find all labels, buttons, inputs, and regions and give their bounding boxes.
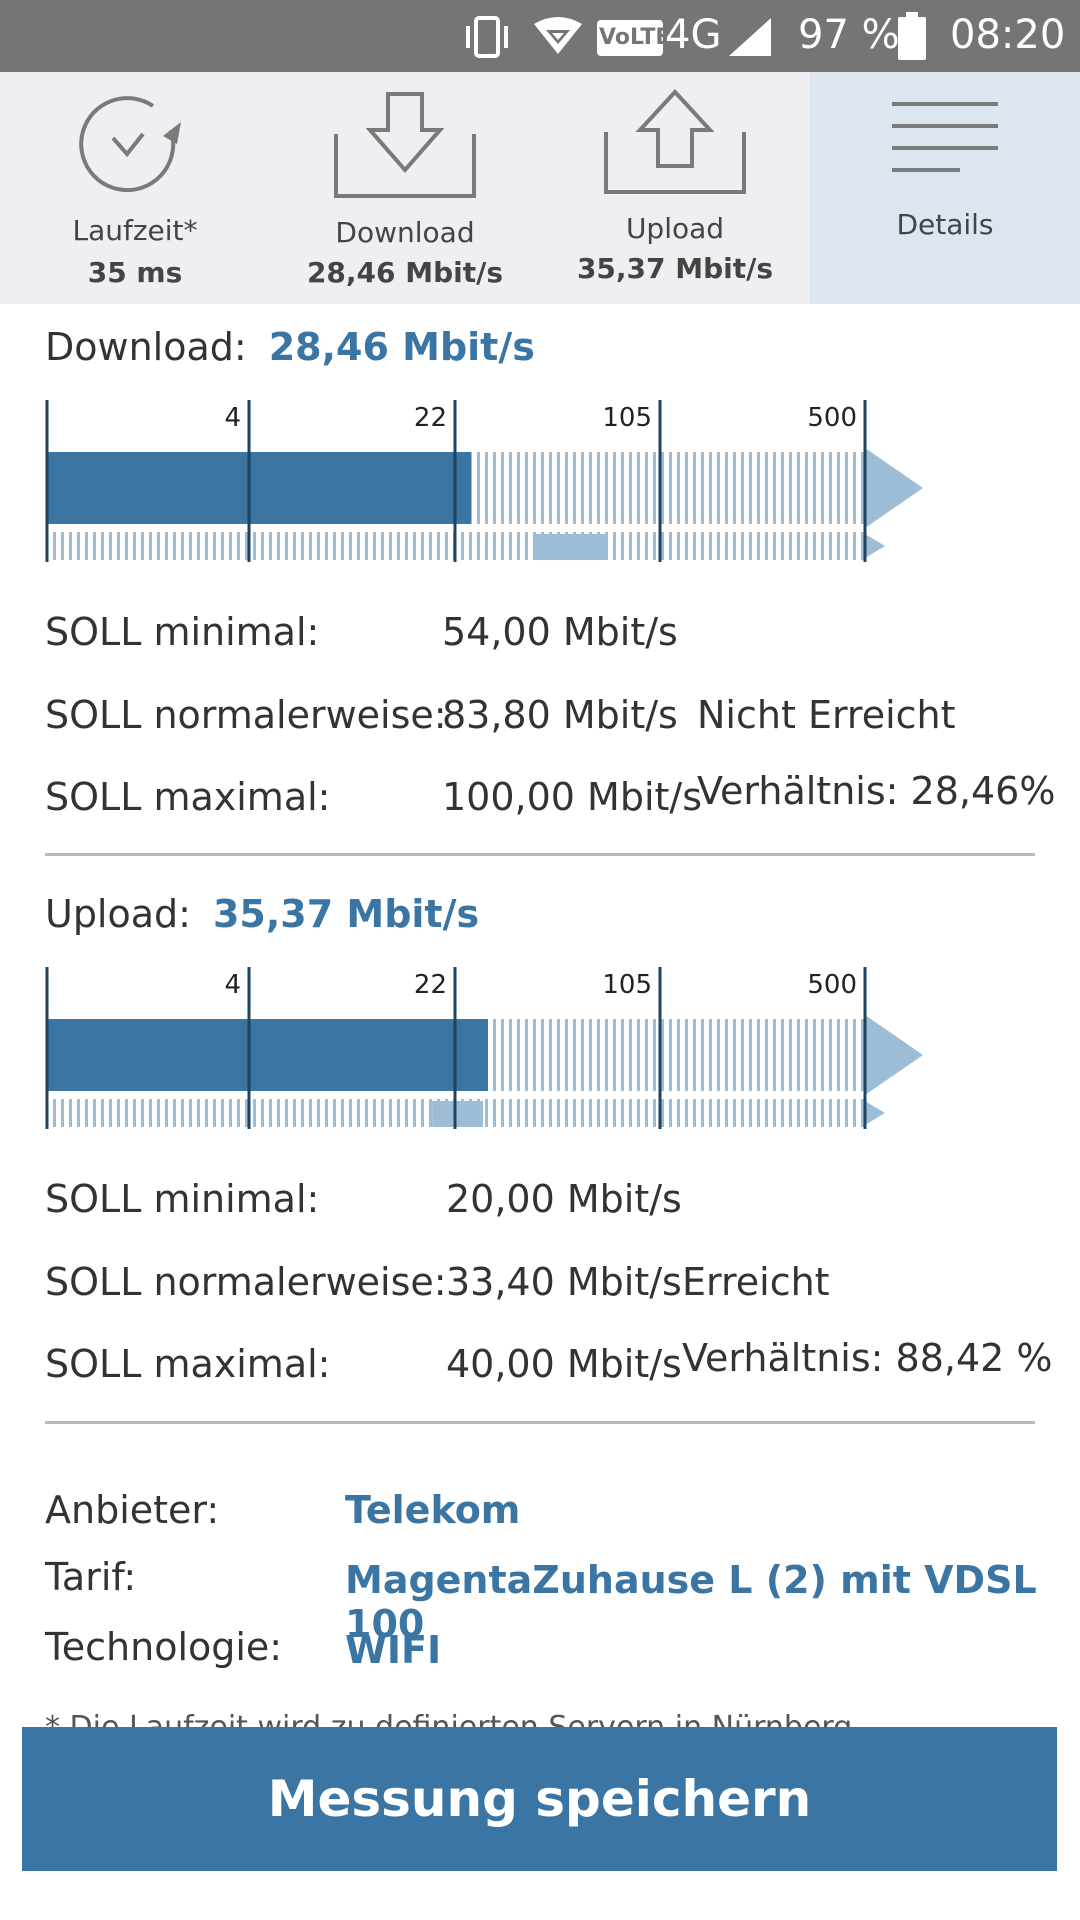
technology-label: Technologie:	[45, 1625, 283, 1669]
upload-heading-label: Upload:	[45, 892, 191, 936]
tab-upload[interactable]: Upload 35,37 Mbit/s	[540, 72, 810, 304]
tab-laufzeit-value: 35 ms	[87, 256, 183, 289]
soll-label: SOLL maximal:	[45, 775, 331, 819]
soll-label: SOLL normalerweise:	[45, 1260, 447, 1304]
soll-label: SOLL minimal:	[45, 610, 320, 654]
gauge-measured-bar	[47, 1019, 489, 1091]
vibrate-icon	[466, 16, 508, 58]
gauge-soll-range	[432, 1101, 484, 1127]
gauge-tick-label: 500	[807, 970, 857, 1000]
soll-status: Nicht Erreicht	[697, 693, 956, 737]
soll-ratio: Verhältnis: 28,46%	[697, 769, 1056, 813]
tab-upload-value: 35,37 Mbit/s	[576, 252, 774, 285]
stopwatch-icon	[79, 96, 181, 193]
save-measurement-button[interactable]: Messung speichern	[22, 1727, 1057, 1871]
tab-upload-label: Upload	[625, 212, 725, 245]
download-heading-value: 28,46 Mbit/s	[268, 325, 535, 369]
tab-laufzeit[interactable]: Laufzeit* 35 ms	[0, 72, 270, 304]
soll-value: 20,00 Mbit/s	[446, 1177, 682, 1221]
gauge-reference-arrow	[865, 534, 885, 558]
tab-details-label: Details	[896, 208, 994, 241]
measurement-tabs: Laufzeit* 35 ms Download 28,46 Mbit/s Up…	[0, 72, 1080, 304]
gauge-arrow	[865, 448, 923, 528]
soll-value: 40,00 Mbit/s	[446, 1342, 682, 1386]
gauge-tick-label: 4	[224, 970, 241, 1000]
gauge-soll-range	[534, 534, 608, 560]
battery-percent: 97 %	[798, 12, 900, 58]
provider-label: Anbieter:	[45, 1488, 220, 1532]
divider	[45, 1421, 1035, 1424]
soll-value: 33,40 Mbit/s	[446, 1260, 682, 1304]
gauge-arrow	[865, 1015, 923, 1095]
technology-value: WIFI	[345, 1628, 442, 1672]
download-heading: Download: 28,46 Mbit/s	[45, 325, 535, 369]
network-type: 4G	[665, 12, 722, 58]
tab-download[interactable]: Download 28,46 Mbit/s	[270, 72, 540, 304]
gauge-tick-label: 22	[414, 403, 447, 433]
clock: 08:20	[950, 12, 1066, 58]
gauge-measured-bar	[47, 452, 471, 524]
download-icon	[334, 92, 476, 198]
signal-icon	[729, 18, 771, 56]
status-bar: VoLTE 4G 97 % 08:20	[0, 0, 1080, 72]
tab-details[interactable]: Details	[810, 72, 1080, 304]
gauge-tick-label: 105	[602, 970, 652, 1000]
menu-lines-icon	[892, 102, 998, 172]
gauge-tick-label: 105	[602, 403, 652, 433]
soll-value: 100,00 Mbit/s	[442, 775, 703, 819]
tariff-value: MagentaZuhause L (2) mit VDSL 100	[345, 1558, 1037, 1646]
soll-value: 54,00 Mbit/s	[442, 610, 678, 654]
battery-icon	[898, 12, 926, 60]
soll-value: 83,80 Mbit/s	[442, 693, 678, 737]
divider	[45, 853, 1035, 856]
upload-heading: Upload: 35,37 Mbit/s	[45, 892, 479, 936]
volte-badge: VoLTE	[597, 20, 670, 56]
soll-label: SOLL normalerweise:	[45, 693, 447, 737]
tariff-label: Tarif:	[45, 1555, 137, 1599]
upload-gauge: 4 22 105 500	[45, 967, 923, 1129]
download-gauge: 4 22 105 500	[45, 400, 923, 562]
provider-value: Telekom	[345, 1488, 521, 1532]
gauge-tick-label: 500	[807, 403, 857, 433]
gauge-tick-label: 4	[224, 403, 241, 433]
wifi-icon	[534, 17, 582, 54]
download-heading-label: Download:	[45, 325, 247, 369]
gauge-tick-label: 22	[414, 970, 447, 1000]
soll-label: SOLL minimal:	[45, 1177, 320, 1221]
gauge-reference-arrow	[865, 1101, 885, 1125]
tab-laufzeit-label: Laufzeit*	[72, 214, 198, 247]
soll-status: Erreicht	[682, 1260, 830, 1304]
upload-icon	[604, 89, 746, 194]
soll-ratio: Verhältnis: 88,42 %	[682, 1336, 1053, 1380]
soll-label: SOLL maximal:	[45, 1342, 331, 1386]
tab-download-label: Download	[335, 216, 475, 249]
tab-download-value: 28,46 Mbit/s	[306, 256, 504, 289]
upload-heading-value: 35,37 Mbit/s	[212, 892, 480, 936]
